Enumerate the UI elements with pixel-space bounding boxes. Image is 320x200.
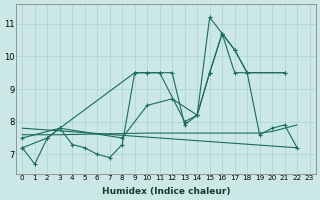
X-axis label: Humidex (Indice chaleur): Humidex (Indice chaleur)	[102, 187, 230, 196]
